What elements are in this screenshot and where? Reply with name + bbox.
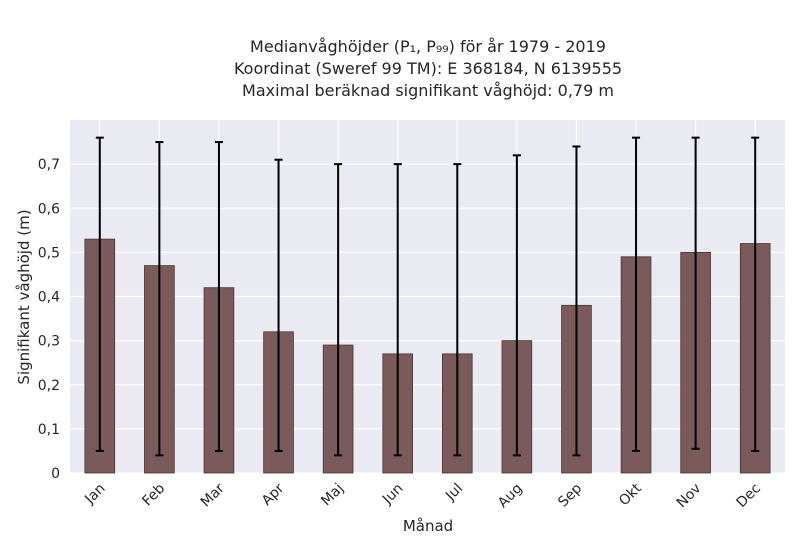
x-tick-label-aug: Aug — [495, 481, 526, 512]
x-tick-label-jun: Jun — [379, 481, 406, 508]
y-tick-label: 0,7 — [38, 157, 60, 173]
x-tick-label-jan: Jan — [81, 481, 108, 508]
x-tick-labels: Jan Feb Mar Apr Maj Jun Jul Aug Sep Okt Nov Dec — [81, 480, 764, 511]
x-tick-label-nov: Nov — [674, 481, 705, 512]
chart-title: Medianvåghöjder (P₁, P₉₉) för år 1979 - … — [234, 37, 622, 100]
y-tick-label: 0 — [51, 466, 60, 482]
chart-title-line-3: Maximal beräknad signifikant våghöjd: 0,… — [242, 81, 614, 100]
y-tick-labels: 0 0,1 0,2 0,3 0,4 0,5 0,6 0,7 — [38, 157, 60, 482]
y-tick-label: 0,2 — [38, 378, 60, 394]
y-tick-label: 0,1 — [38, 422, 60, 438]
x-tick-label-feb: Feb — [139, 480, 168, 509]
x-axis-label: Månad — [403, 517, 453, 535]
x-tick-label-sep: Sep — [555, 480, 585, 510]
x-tick-label-okt: Okt — [616, 480, 645, 509]
chart-title-line-1: Medianvåghöjder (P₁, P₉₉) för år 1979 - … — [250, 37, 606, 56]
x-tick-label-apr: Apr — [259, 480, 288, 509]
y-tick-label: 0,5 — [38, 245, 60, 261]
x-tick-label-mar: Mar — [198, 480, 228, 510]
y-axis-label: Signifikant våghöjd (m) — [15, 209, 33, 384]
x-tick-label-maj: Maj — [318, 481, 347, 510]
y-tick-label: 0,6 — [38, 201, 60, 217]
y-tick-label: 0,3 — [38, 334, 60, 350]
y-tick-label: 0,4 — [38, 290, 60, 306]
x-tick-label-jul: Jul — [442, 481, 466, 505]
chart-title-line-2: Koordinat (Sweref 99 TM): E 368184, N 61… — [234, 59, 622, 78]
error-bars — [95, 136, 760, 457]
x-tick-label-dec: Dec — [734, 481, 764, 511]
